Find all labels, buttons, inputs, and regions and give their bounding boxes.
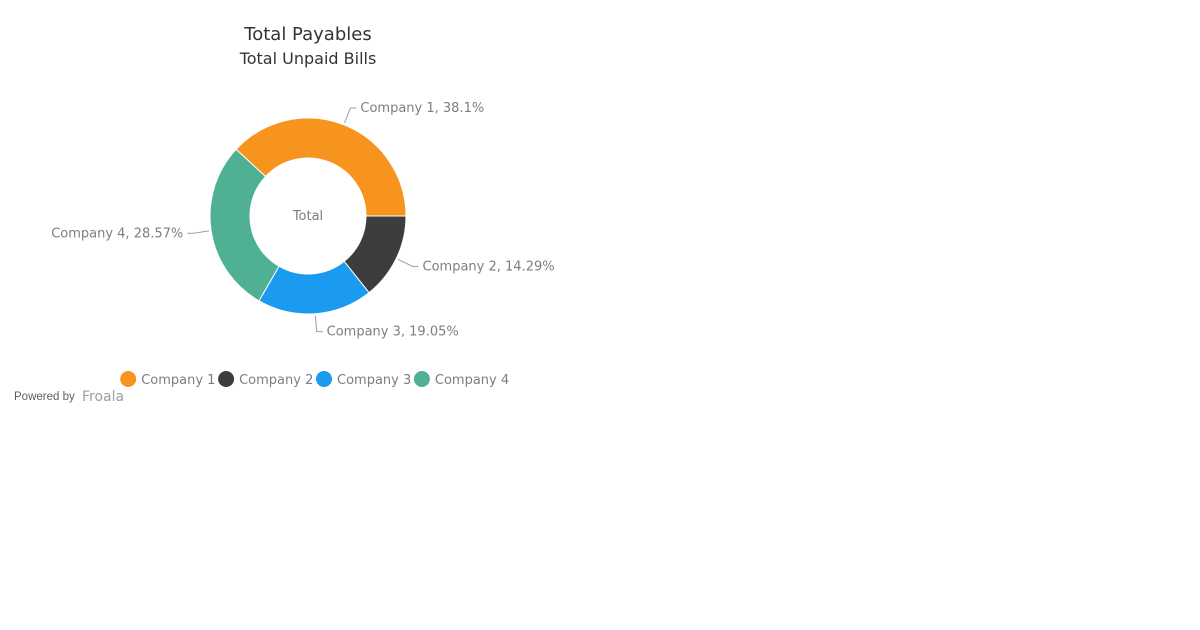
legend-marker-2	[218, 371, 235, 387]
slice-leader-line-4	[187, 230, 210, 234]
slice-leader-line-3	[314, 315, 323, 333]
donut-center-label: Total	[292, 209, 323, 224]
slice-labels: Company 1, 38.1% Company 2, 14.29% Company…	[51, 101, 554, 340]
slice-label-2: Company 2, 14.29%	[423, 259, 555, 274]
donut-slice-1[interactable]	[235, 117, 407, 217]
froala-logo[interactable]: Froala	[82, 389, 124, 405]
legend-label-1: Company 1	[141, 373, 215, 388]
powered-by-text: Powered by	[14, 391, 75, 403]
chart-legend: Company 1 Company 2 Company 3 Company 4	[120, 371, 509, 388]
slice-leader-line-2	[397, 258, 419, 267]
legend-marker-1	[120, 371, 137, 387]
legend-marker-3	[316, 371, 332, 387]
donut-slice-4[interactable]	[209, 148, 280, 302]
legend-item-3[interactable]: Company 3	[316, 371, 411, 388]
powered-by-credit[interactable]: Powered by Froala	[14, 389, 124, 405]
slice-leader-line-1	[344, 107, 357, 124]
chart-subtitle: Total Unpaid Bills	[239, 49, 377, 68]
slice-label-3: Company 3, 19.05%	[327, 325, 459, 340]
legend-label-2: Company 2	[239, 373, 313, 388]
legend-item-2[interactable]: Company 2	[218, 371, 313, 388]
legend-label-4: Company 4	[435, 373, 509, 388]
legend-item-4[interactable]: Company 4	[413, 371, 509, 388]
slice-label-4: Company 4, 28.57%	[51, 226, 183, 241]
legend-item-1[interactable]: Company 1	[120, 371, 215, 388]
chart-title: Total Payables	[243, 24, 371, 45]
slice-leader-lines	[187, 107, 419, 333]
legend-label-3: Company 3	[337, 373, 411, 388]
donut-slices	[209, 117, 407, 315]
legend-marker-4	[413, 371, 430, 387]
slice-label-1: Company 1, 38.1%	[360, 101, 484, 116]
